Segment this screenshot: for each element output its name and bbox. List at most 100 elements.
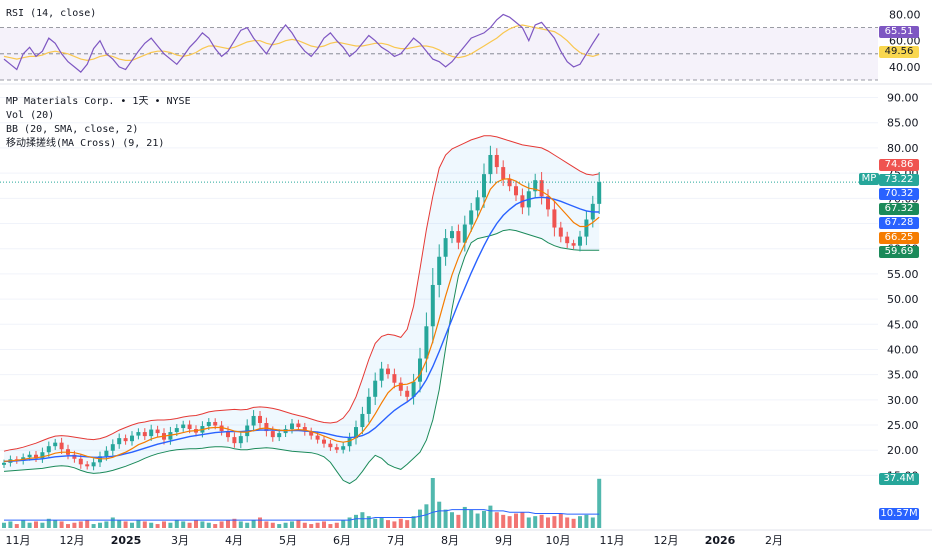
volume-bar <box>206 522 211 528</box>
volume-bar <box>443 509 448 528</box>
volume-bar <box>130 522 134 528</box>
candle-body <box>386 368 390 375</box>
volume-bar <box>296 520 301 528</box>
candle-body <box>181 424 186 429</box>
volume-bar <box>322 521 326 528</box>
price-value-badge: 66.25 <box>879 231 919 244</box>
volume-bar <box>162 521 166 528</box>
volume-bar <box>571 518 576 528</box>
price-axis-tick: 90.00 <box>887 92 919 105</box>
volume-bar <box>526 517 531 528</box>
price-value-badge: 67.32 <box>879 202 919 215</box>
volume-bar <box>283 522 288 528</box>
candle-body <box>494 154 499 168</box>
volume-bar <box>565 517 570 528</box>
volume-bar <box>168 522 173 528</box>
volume-bar <box>174 520 179 528</box>
candle-body <box>558 227 563 237</box>
time-axis-tick: 4月 <box>225 534 243 547</box>
volume-bar <box>302 522 307 528</box>
grid <box>0 97 878 476</box>
time-axis-tick: 9月 <box>495 534 513 547</box>
price-value-badge: 67.28 <box>879 217 919 229</box>
candle-body <box>418 358 422 382</box>
price-axis-tick: 20.00 <box>887 444 919 457</box>
rsi-pane <box>0 13 932 85</box>
volume-bar <box>347 517 352 528</box>
candle-body <box>85 464 90 467</box>
volume-bar <box>411 516 416 528</box>
candle-body <box>328 443 333 448</box>
volume-bar <box>187 522 192 528</box>
main-legend: MP Materials Corp. • 1天 • NYSE Vol (20) … <box>6 95 191 151</box>
volume-bar <box>514 513 518 528</box>
price-axis-tick: 55.00 <box>887 268 919 281</box>
candle-body <box>411 381 416 397</box>
volume-bar <box>507 516 512 528</box>
time-axis-tick: 8月 <box>441 534 459 547</box>
volume-bar <box>366 516 371 528</box>
volume-bar <box>482 510 486 528</box>
time-axis-tick: 2025 <box>111 534 142 547</box>
price-axis-tick: 30.00 <box>887 394 919 407</box>
volume-bar <box>590 517 595 528</box>
volume-bar <box>98 522 102 528</box>
bollinger-legend[interactable]: BB (20, SMA, close, 2) <box>6 124 139 135</box>
candle-body <box>270 431 275 438</box>
volume-bar <box>520 512 525 528</box>
candle-body <box>232 437 237 444</box>
volume-bar <box>136 520 141 528</box>
volume-bar <box>2 522 6 528</box>
candle-body <box>149 429 154 437</box>
symbol-title[interactable]: MP Materials Corp. • 1天 • NYSE <box>6 96 191 107</box>
price-value-badge: 70.32 <box>879 188 919 200</box>
candle-body <box>72 454 77 459</box>
rsi-value-badge: 65.51 <box>879 26 919 38</box>
volume-bar <box>142 521 147 528</box>
candle-body <box>501 167 506 180</box>
candle-body <box>462 224 467 243</box>
candle-body <box>514 186 518 196</box>
candle-body <box>482 174 486 198</box>
candle-body <box>571 243 576 246</box>
volume-bar <box>450 512 454 528</box>
candle-body <box>226 431 230 438</box>
volume-legend[interactable]: Vol (20) <box>6 110 55 121</box>
volume-bar <box>392 521 397 528</box>
candle-body <box>296 423 301 428</box>
volume-bar <box>315 522 320 528</box>
volume-bar <box>27 522 32 528</box>
candle-body <box>475 197 480 211</box>
volume-bar <box>488 505 493 528</box>
candle-body <box>290 423 294 430</box>
price-axis-tick: 25.00 <box>887 419 919 432</box>
ma-slow-line <box>4 196 600 462</box>
candle-body <box>309 431 314 436</box>
candle-body <box>443 238 448 257</box>
candle-body <box>40 452 45 459</box>
rsi-axis-tick: 80.00 <box>889 9 921 22</box>
time-axis-tick: 12月 <box>654 534 679 547</box>
candle-body <box>264 423 269 432</box>
candle-body <box>174 428 179 433</box>
ma-cross-legend[interactable]: 移动揉搓线(MA Cross) (9, 21) <box>6 138 165 149</box>
time-axis-tick: 2026 <box>705 534 736 547</box>
bb-fill <box>4 135 600 484</box>
price-value-badge: 59.69 <box>879 246 919 258</box>
volume-bar <box>194 520 198 528</box>
rsi-ma-line <box>3 24 600 62</box>
candle-body <box>366 396 371 414</box>
candle-body <box>488 154 493 175</box>
volume-bar <box>341 520 346 528</box>
price-value-badge: 73.22 <box>879 173 919 186</box>
volume-bar <box>226 520 230 528</box>
volume-ma-line <box>4 509 600 521</box>
time-axis-tick: 10月 <box>546 534 571 547</box>
candle-body <box>27 454 32 458</box>
candle-body <box>130 435 134 442</box>
candle-body <box>117 438 122 445</box>
volume-bar <box>21 520 26 528</box>
volume-bar <box>334 522 339 528</box>
volume-bar <box>232 518 237 528</box>
candle-body <box>552 209 557 228</box>
